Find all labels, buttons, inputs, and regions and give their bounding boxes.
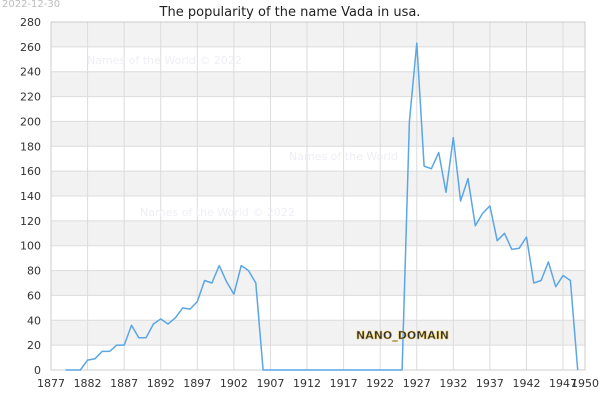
x-tick-label: 1907 (256, 377, 284, 390)
x-tick-label: 1922 (366, 377, 394, 390)
chart-background-bands (51, 22, 585, 346)
x-tick-label: 1927 (403, 377, 431, 390)
y-tick-label: 180 (20, 140, 41, 153)
x-tick-label: 1902 (220, 377, 248, 390)
y-axis-tick-labels: 0 20 40 60 80 100 120 140 160 180 200 220 240 260 280 (20, 16, 41, 377)
x-tick-label: 1917 (330, 377, 358, 390)
y-tick-label: 40 (27, 314, 41, 327)
x-tick-label: 1937 (476, 377, 504, 390)
x-tick-label: 1882 (74, 377, 102, 390)
y-tick-label: 100 (20, 240, 41, 253)
watermark-layer: Names of the World © 2022 Names of the W… (87, 54, 398, 219)
grid-band (51, 22, 585, 47)
x-tick-label: 1947 (549, 377, 577, 390)
grid-band (51, 270, 585, 296)
x-tick-label: 1950 (571, 377, 599, 390)
x-tick-label: 1887 (110, 377, 138, 390)
watermark-text: Names of the World (289, 150, 398, 163)
x-tick-label: 1877 (37, 377, 65, 390)
grid-band (51, 71, 585, 97)
y-tick-label: 140 (20, 190, 41, 203)
x-tick-label: 1942 (512, 377, 540, 390)
grid-band (51, 171, 585, 196)
date-stamp: 2022-12-30 (2, 0, 60, 10)
y-tick-label: 240 (20, 66, 41, 79)
chart-title: The popularity of the name Vada in usa. (159, 5, 421, 20)
y-tick-label: 0 (34, 364, 41, 377)
y-tick-label: 220 (20, 91, 41, 104)
logo: NANO_DOMAIN (356, 329, 449, 342)
grid-band (51, 320, 585, 346)
y-tick-label: 200 (20, 115, 41, 128)
x-tick-label: 1892 (147, 377, 175, 390)
y-tick-label: 160 (20, 165, 41, 178)
y-tick-label: 280 (20, 16, 41, 29)
y-tick-label: 260 (20, 41, 41, 54)
series-line (65, 42, 579, 371)
x-tick-label: 1932 (439, 377, 467, 390)
y-tick-label: 80 (27, 265, 41, 278)
watermark-text: Names of the World © 2022 (87, 54, 242, 67)
y-tick-label: 20 (27, 339, 41, 352)
x-tick-label: 1897 (183, 377, 211, 390)
y-tick-label: 60 (27, 289, 41, 302)
x-tick-label: 1912 (293, 377, 321, 390)
x-axis-tick-labels: 1877 1882 1887 1892 1897 1902 1907 1912 1917 1922… (37, 377, 599, 390)
y-tick-label: 120 (20, 215, 41, 228)
watermark-text: Names of the World © 2022 (140, 206, 295, 219)
grid-band (51, 121, 585, 147)
